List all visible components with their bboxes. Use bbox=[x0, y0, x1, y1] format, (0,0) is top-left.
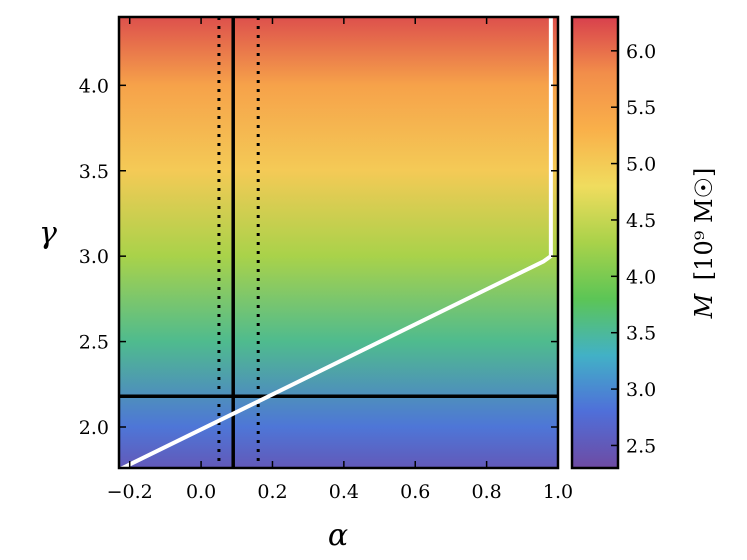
colorbar-frame bbox=[570, 15, 620, 470]
x-tick-label: 1.0 bbox=[543, 481, 573, 503]
colorbar-tick-label: 4.5 bbox=[626, 210, 656, 232]
x-tick-label: −0.2 bbox=[107, 481, 153, 503]
colorbar-tick-label: 5.0 bbox=[626, 154, 656, 176]
colorbar-tick-label: 3.5 bbox=[626, 323, 656, 345]
heatmap-surface bbox=[119, 17, 558, 468]
x-tick-label: 0.0 bbox=[186, 481, 216, 503]
colorbar-tick-label: 5.5 bbox=[626, 97, 656, 119]
x-tick-label: 0.8 bbox=[472, 481, 502, 503]
x-axis-label: α bbox=[328, 518, 348, 553]
x-tick-label: 0.4 bbox=[329, 481, 359, 503]
y-axis-label: γ bbox=[39, 216, 57, 251]
plot-frame bbox=[117, 15, 560, 470]
y-tick-label: 3.5 bbox=[79, 161, 109, 183]
x-tick-label: 0.2 bbox=[257, 481, 287, 503]
y-tick-label: 3.0 bbox=[79, 246, 109, 268]
y-tick-label: 2.0 bbox=[79, 417, 109, 439]
colorbar-tick-label: 6.0 bbox=[626, 41, 656, 63]
boundary-line bbox=[119, 17, 553, 468]
colorbar-tick-label: 3.0 bbox=[626, 379, 656, 401]
y-tick-label: 4.0 bbox=[79, 75, 109, 97]
x-tick-label: 0.6 bbox=[400, 481, 430, 503]
heatmap-plot: −0.2 0.0 0.2 0.4 0.6 0.8 1.0 2.0 2.5 3.0 3.5 4.0 α… bbox=[39, 15, 573, 553]
y-tick-label: 2.5 bbox=[79, 332, 109, 354]
colorbar-tick-label: 2.5 bbox=[626, 435, 656, 457]
colorbar-gradient bbox=[572, 17, 618, 468]
colorbar-tick-label: 4.0 bbox=[626, 266, 656, 288]
colorbar: 2.5 3.0 3.5 4.0 4.5 5.0 5.5 6.0 M [10⁹ M☉] bbox=[570, 15, 718, 470]
colorbar-label: M [10⁹ M☉] bbox=[690, 168, 718, 320]
